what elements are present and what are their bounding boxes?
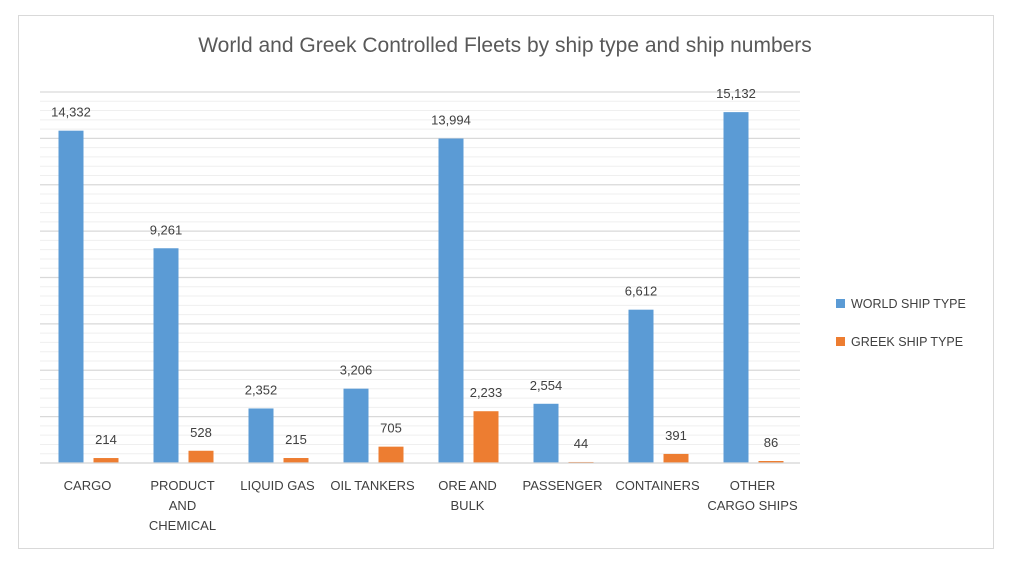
data-label: 15,132 (716, 86, 756, 101)
bar-greek (188, 450, 214, 463)
category-label: ORE AND (438, 478, 497, 493)
bar-world (153, 248, 179, 463)
data-label: 14,332 (51, 105, 91, 120)
category-label: CONTAINERS (615, 478, 700, 493)
bar-greek (663, 453, 689, 463)
chart-title: World and Greek Controlled Fleets by shi… (198, 34, 812, 57)
data-label: 214 (95, 432, 117, 447)
bar-world (438, 138, 464, 463)
chart-frame (18, 15, 994, 549)
bar-world (58, 130, 84, 463)
category-label: AND (169, 498, 196, 513)
legend-swatch (836, 337, 845, 346)
data-label: 2,233 (470, 385, 503, 400)
legend-swatch (836, 299, 845, 308)
bar-world (723, 112, 749, 464)
category-label: CARGO SHIPS (707, 498, 798, 513)
data-label: 391 (665, 428, 687, 443)
category-label: PRODUCT (150, 478, 214, 493)
data-label: 215 (285, 432, 307, 447)
data-label: 6,612 (625, 284, 658, 299)
bar-world (533, 403, 559, 463)
bar-world (248, 408, 274, 463)
legend-label: GREEK SHIP TYPE (851, 335, 963, 349)
data-label: 44 (574, 436, 588, 451)
category-label: BULK (451, 498, 485, 513)
data-label: 528 (190, 425, 212, 440)
category-label: PASSENGER (523, 478, 603, 493)
category-label: LIQUID GAS (240, 478, 315, 493)
data-label: 86 (764, 435, 778, 450)
bar-greek (93, 458, 119, 463)
bar-greek (758, 461, 784, 463)
legend-label: WORLD SHIP TYPE (851, 297, 966, 311)
category-label: CARGO (64, 478, 112, 493)
data-label: 13,994 (431, 113, 471, 128)
category-label: CHEMICAL (149, 518, 216, 533)
bar-world (628, 309, 654, 463)
category-label: OTHER (730, 478, 776, 493)
category-label: OIL TANKERS (330, 478, 415, 493)
bar-greek (473, 411, 499, 463)
bar-greek (283, 458, 309, 463)
bar-world (343, 388, 369, 463)
data-label: 3,206 (340, 363, 373, 378)
data-label: 2,554 (530, 378, 563, 393)
data-label: 9,261 (150, 222, 183, 237)
bar-greek (378, 446, 404, 463)
data-label: 2,352 (245, 382, 278, 397)
data-label: 705 (380, 421, 402, 436)
